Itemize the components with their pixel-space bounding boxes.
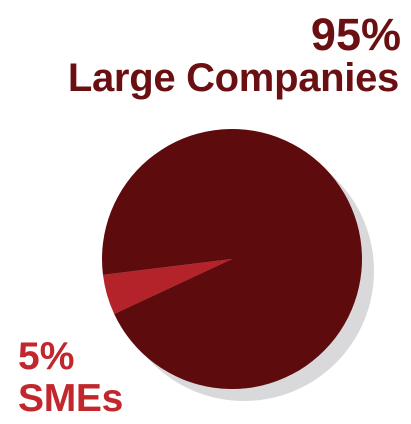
slice-label-large-companies-percent: 95%: [310, 9, 401, 60]
pie-slice-smes: [102, 259, 233, 314]
slice-label-smes: SMEs: [18, 377, 124, 420]
pie-slice-large-companies: [101, 129, 362, 389]
slice-label-smes-percent: 5%: [18, 335, 75, 378]
slice-label-large-companies: Large Companies: [67, 56, 399, 100]
